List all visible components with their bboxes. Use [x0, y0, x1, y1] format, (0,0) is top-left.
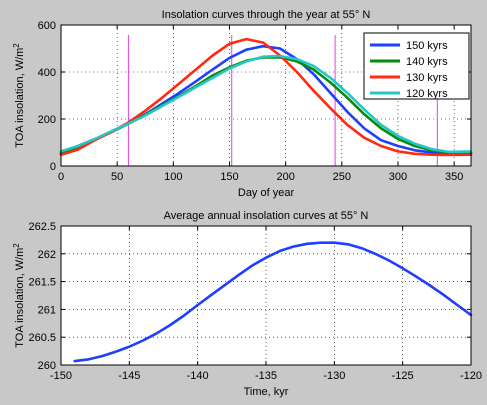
x-tick-label: -120 [460, 370, 482, 382]
x-tick-label: -125 [392, 370, 414, 382]
y-tick-label: 261 [38, 304, 56, 316]
legend-entry: 150 kyrs [406, 40, 448, 52]
y-axis-label: TOA insolation, W/m2 [12, 43, 26, 148]
chart-title: Average annual insolation curves at 55° … [164, 210, 369, 222]
x-tick-label: -145 [118, 370, 140, 382]
legend-entry: 130 kyrs [406, 72, 448, 84]
x-tick-label: 50 [111, 171, 123, 183]
y-tick-label: 260 [38, 360, 56, 372]
x-tick-label: 100 [164, 171, 182, 183]
series-line-4 [59, 54, 473, 154]
y-tick-label: 400 [38, 67, 56, 79]
plot-area [61, 226, 471, 365]
x-axis-label: Day of year [238, 187, 295, 199]
chart-2: -150 -145 -140 -135 -130 -125 -120 260 260.5 261 2… [28, 210, 482, 398]
x-tick-label: 250 [333, 171, 351, 183]
x-tick-label: -140 [187, 370, 209, 382]
y-tick-label: 262 [38, 249, 56, 261]
legend-entry: 140 kyrs [406, 56, 448, 68]
x-axis-label: Time, kyr [244, 386, 289, 398]
legend: 150 kyrs 140 kyrs 130 kyrs 120 kyrs [363, 32, 470, 100]
y-tick-label: 261.5 [28, 277, 56, 289]
legend-entry: 120 kyrs [406, 88, 448, 100]
x-tick-label: 200 [276, 171, 294, 183]
x-tick-label: 150 [220, 171, 238, 183]
y-tick-label: 262.5 [28, 221, 56, 233]
x-tick-label: 350 [445, 171, 463, 183]
chart-title: Insolation curves through the year at 55… [162, 9, 371, 21]
x-tick-label: -135 [255, 370, 277, 382]
x-tick-label: -130 [323, 370, 345, 382]
series-line-1 [73, 241, 473, 363]
chart-1: 0 50 100 150 200 250 300 350 0 200 400 600 Insolatio… [38, 9, 473, 199]
y-tick-label: 260.5 [28, 332, 56, 344]
y-tick-label: 600 [38, 20, 56, 32]
y-axis-label: TOA insolation, W/m2 [12, 243, 26, 348]
axes-box [60, 24, 472, 167]
y-tick-label: 200 [38, 114, 56, 126]
y-tick-label: 0 [50, 161, 56, 173]
x-tick-label: -150 [50, 370, 72, 382]
x-tick-label: 300 [389, 171, 407, 183]
x-tick-label: 0 [58, 171, 64, 183]
